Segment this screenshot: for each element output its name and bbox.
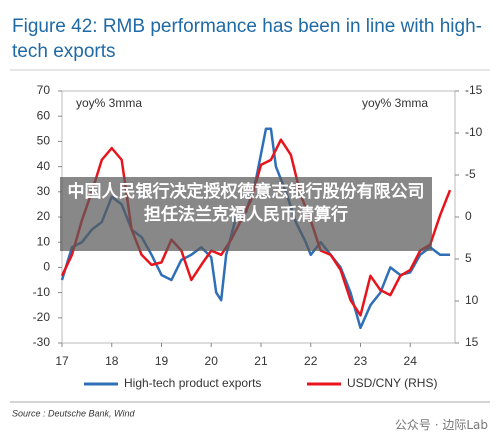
y2-tick-label: 10 — [465, 293, 479, 307]
y2-tick-label: -5 — [465, 167, 476, 181]
y2-tick-label: 5 — [465, 251, 472, 265]
x-tick-label: 19 — [155, 354, 169, 368]
y-tick-label: 50 — [37, 134, 51, 148]
y-tick-label: -30 — [33, 335, 51, 349]
y-tick-label: -10 — [33, 285, 51, 299]
y-axis-label: yoy% 3mma — [76, 96, 142, 110]
chart-title: Figure 42: RMB performance has been in l… — [12, 16, 482, 62]
y2-axis-label: yoy% 3mma — [362, 96, 428, 110]
y-tick-label: 30 — [37, 184, 51, 198]
x-tick-label: 22 — [304, 354, 318, 368]
legend-label: USD/CNY (RHS) — [347, 376, 437, 390]
y2-tick-label: -15 — [465, 83, 483, 97]
x-tick-label: 17 — [55, 354, 69, 368]
x-tick-label: 21 — [254, 354, 268, 368]
x-tick-label: 18 — [105, 354, 119, 368]
y-tick-label: 10 — [37, 234, 51, 248]
y2-tick-label: 15 — [465, 335, 479, 349]
y2-tick-label: 0 — [465, 209, 472, 223]
y-tick-label: 0 — [43, 260, 50, 274]
x-tick-label: 24 — [404, 354, 418, 368]
overlay-banner: 中国人民银行决定授权德意志银行股份有限公司担任法兰克福人民币清算行 — [60, 177, 432, 251]
y-tick-label: -20 — [33, 310, 51, 324]
y-tick-label: 60 — [37, 108, 51, 122]
y-tick-label: 70 — [37, 83, 51, 97]
x-tick-label: 20 — [205, 354, 219, 368]
legend-label: High-tech product exports — [124, 376, 261, 390]
watermark: 公众号 · 边际Lab — [394, 418, 488, 432]
y-tick-label: 40 — [37, 159, 51, 173]
y-tick-label: 20 — [37, 209, 51, 223]
source: Source : Deutsche Bank, Wind — [12, 408, 135, 418]
y2-tick-label: -10 — [465, 125, 483, 139]
x-tick-label: 23 — [354, 354, 368, 368]
